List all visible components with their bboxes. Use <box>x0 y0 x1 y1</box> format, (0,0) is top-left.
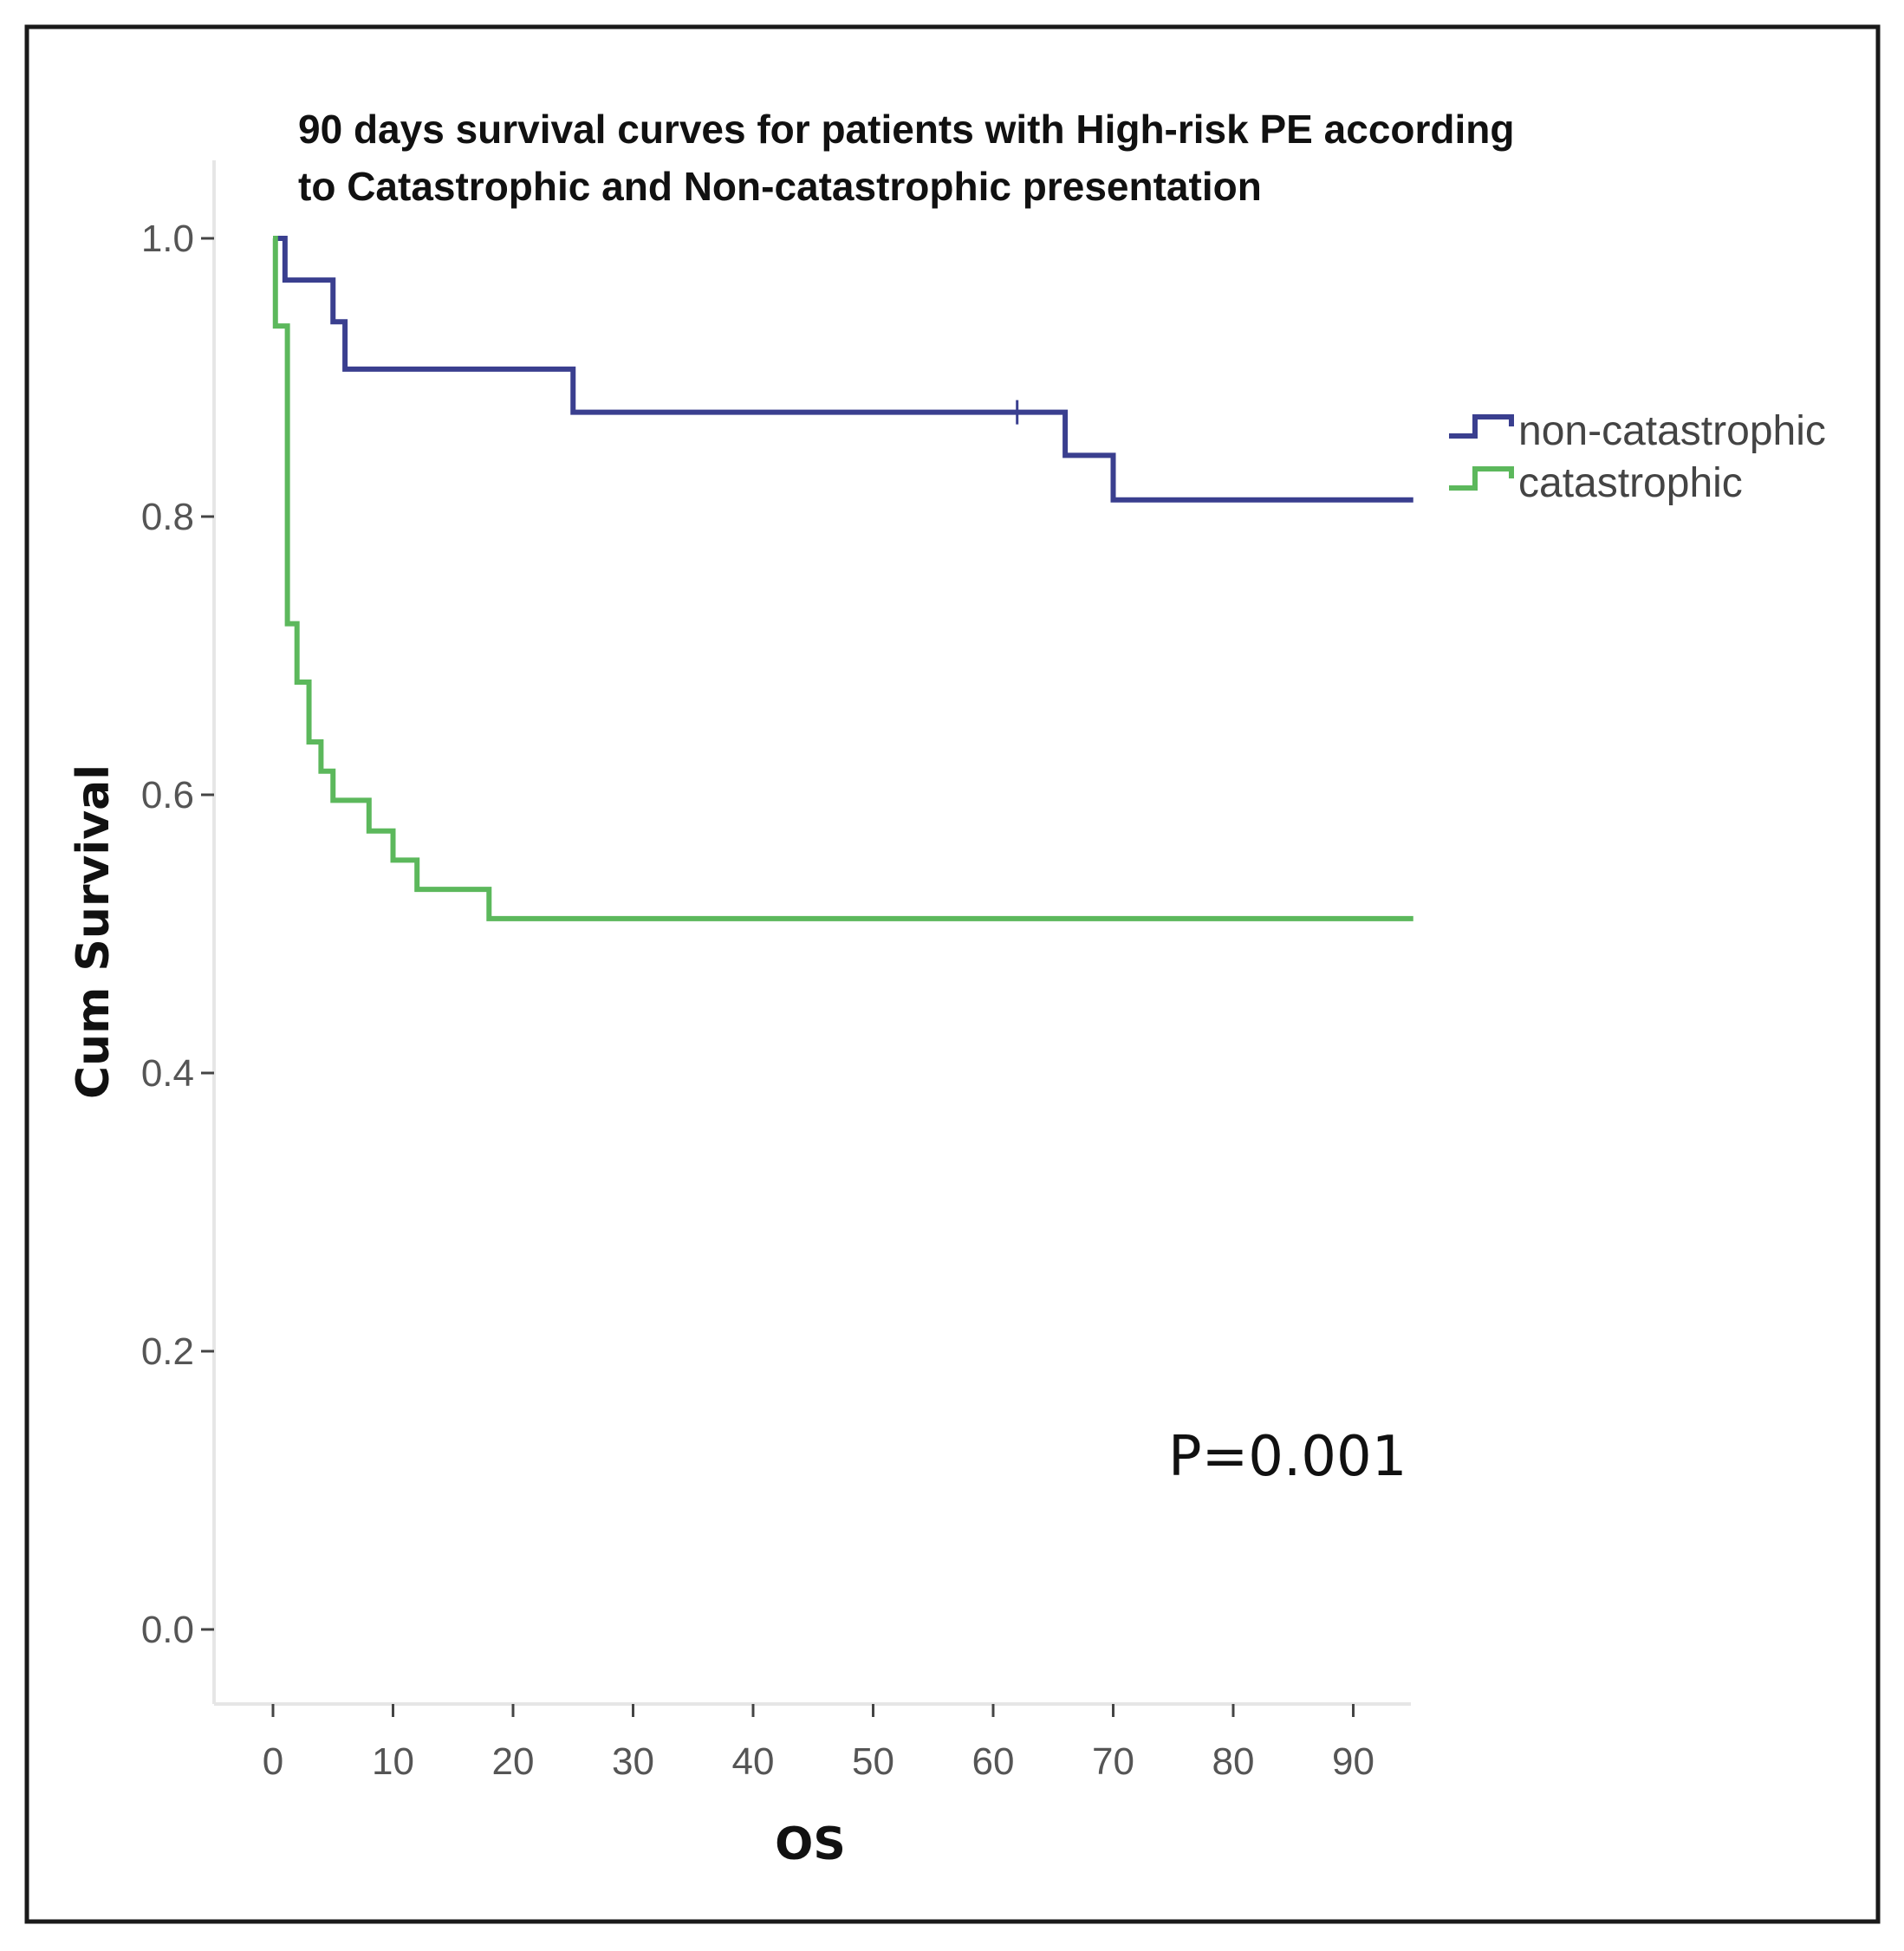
chart-title-line-1: 90 days survival curves for patients wit… <box>298 107 1514 152</box>
x-tick-label: 0 <box>263 1740 283 1783</box>
x-tick-label: 70 <box>1092 1740 1134 1783</box>
legend-label-catastrophic: catastrophic <box>1518 460 1743 506</box>
x-tick-label: 80 <box>1212 1740 1255 1783</box>
y-tick-label: 0.2 <box>141 1330 194 1373</box>
legend-label-non-catastrophic: non-catastrophic <box>1518 408 1826 454</box>
legend: non-catastrophic catastrophic <box>1449 408 1826 506</box>
x-tick-label: 50 <box>852 1740 894 1783</box>
x-tick-label: 40 <box>732 1740 775 1783</box>
y-tick-label: 0.4 <box>141 1052 194 1095</box>
y-axis-ticks: 0.0 0.2 0.4 0.6 0.8 1.0 <box>141 218 214 1651</box>
y-tick-label: 0.0 <box>141 1609 194 1651</box>
x-tick-label: 30 <box>612 1740 654 1783</box>
x-tick-label: 90 <box>1332 1740 1374 1783</box>
y-tick-label: 0.8 <box>141 496 194 538</box>
y-tick-label: 1.0 <box>141 218 194 260</box>
chart-title-line-2: to Catastrophic and Non-catastrophic pre… <box>298 164 1262 209</box>
survival-curve-non-catastrophic <box>273 236 1413 503</box>
y-axis-title: Cum Survival <box>68 764 120 1099</box>
x-axis-title: OS <box>775 1818 846 1870</box>
y-tick-label: 0.6 <box>141 774 194 816</box>
legend-symbol-non-catastrophic <box>1449 414 1514 439</box>
survival-curves <box>272 236 1413 921</box>
x-tick-label: 20 <box>492 1740 535 1783</box>
x-tick-label: 60 <box>972 1740 1015 1783</box>
figure-frame <box>24 24 1881 1924</box>
survival-curve-catastrophic <box>272 236 1413 921</box>
x-axis-ticks: 0 10 20 30 40 50 60 70 80 90 <box>263 1704 1374 1783</box>
p-value-annotation: P=0.001 <box>1168 1425 1407 1489</box>
x-tick-label: 10 <box>372 1740 414 1783</box>
legend-symbol-catastrophic <box>1449 466 1514 491</box>
